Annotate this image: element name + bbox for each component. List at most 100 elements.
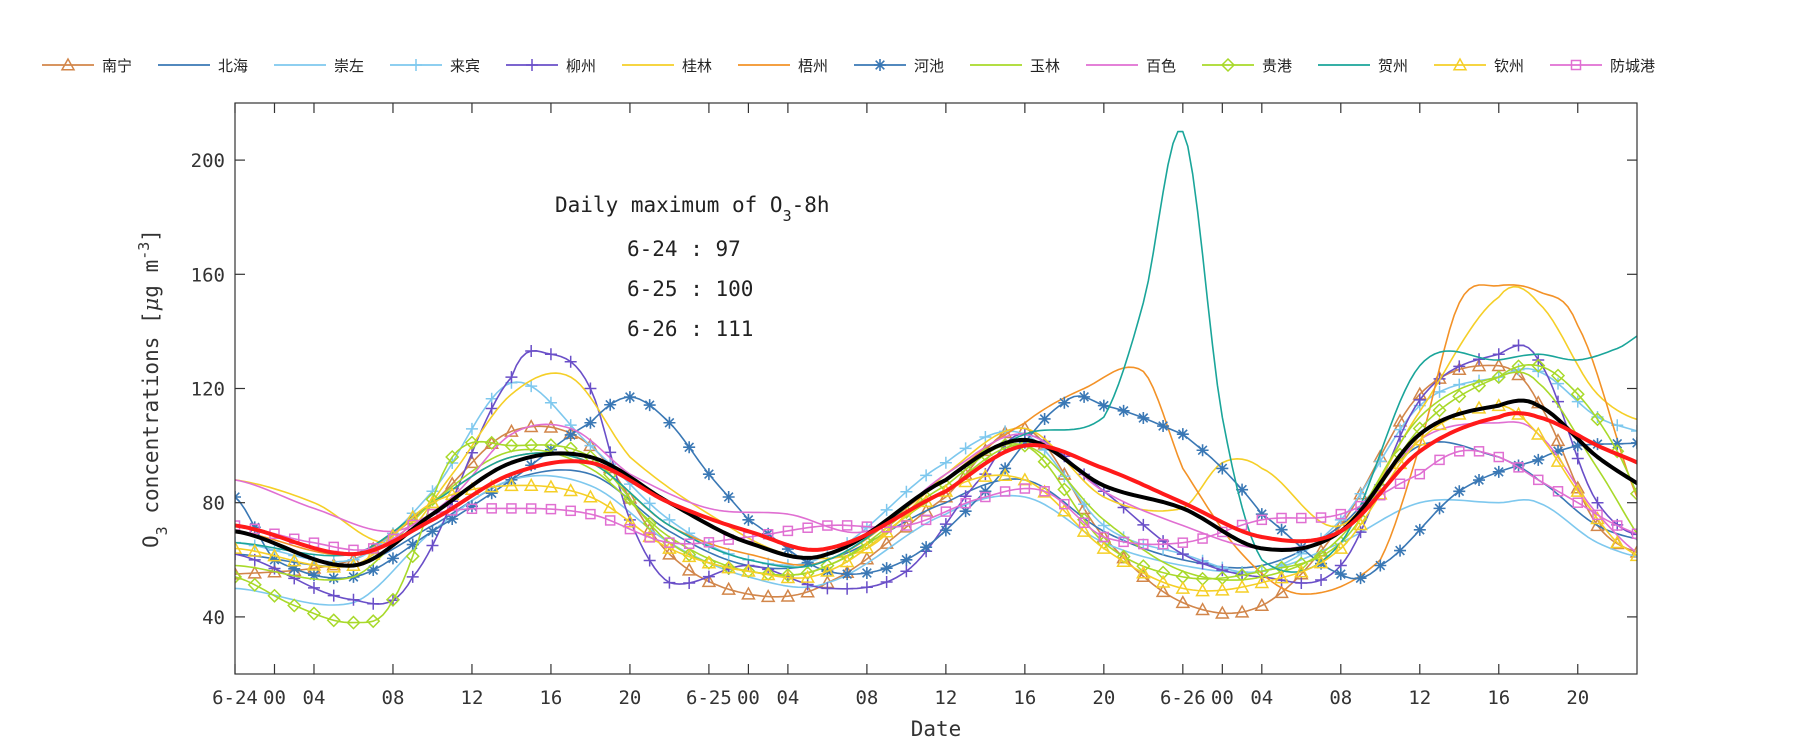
data-point bbox=[1492, 465, 1505, 478]
legend-item: 玉林 bbox=[968, 52, 1060, 78]
data-point bbox=[900, 565, 913, 578]
data-point bbox=[1609, 535, 1625, 549]
data-point bbox=[544, 396, 557, 409]
x-tick-label: 20 bbox=[1092, 687, 1115, 709]
data-point bbox=[800, 569, 815, 583]
legend-marker bbox=[410, 59, 422, 71]
data-point bbox=[1629, 544, 1637, 558]
x-tick-label: 6-25 bbox=[686, 687, 732, 709]
series-mean-14 bbox=[235, 398, 1637, 568]
data-point bbox=[1710, 392, 1722, 404]
data-point bbox=[1550, 453, 1566, 467]
data-point bbox=[1453, 485, 1466, 498]
data-point bbox=[741, 563, 756, 577]
data-point bbox=[1749, 548, 1761, 559]
data-point bbox=[1511, 367, 1526, 381]
data-point bbox=[1454, 446, 1465, 457]
data-point bbox=[1255, 508, 1268, 521]
data-point bbox=[1096, 540, 1112, 554]
data-point bbox=[1097, 399, 1110, 412]
data-point bbox=[800, 565, 815, 581]
legend-label: 梧州 bbox=[798, 56, 829, 75]
data-point bbox=[1670, 418, 1682, 430]
data-point bbox=[860, 567, 873, 580]
data-point bbox=[1254, 597, 1270, 612]
legend-swatch bbox=[1086, 64, 1138, 66]
data-point bbox=[445, 449, 460, 465]
data-point bbox=[879, 535, 894, 549]
data-point bbox=[1175, 580, 1191, 594]
data-point bbox=[959, 442, 972, 455]
data-point bbox=[681, 562, 697, 576]
data-point bbox=[406, 570, 419, 583]
data-point bbox=[643, 399, 656, 412]
series-line bbox=[235, 398, 1637, 568]
data-point bbox=[523, 477, 539, 492]
data-point bbox=[701, 555, 716, 570]
legend-item: 梧州 bbox=[736, 52, 828, 78]
data-point bbox=[980, 491, 991, 503]
data-point bbox=[1670, 546, 1682, 558]
data-point bbox=[347, 593, 360, 606]
data-point bbox=[247, 577, 262, 592]
data-point bbox=[1690, 402, 1702, 414]
series-玉林 bbox=[235, 371, 1637, 581]
data-point bbox=[1730, 580, 1742, 591]
data-point bbox=[663, 513, 676, 526]
data-point bbox=[1789, 525, 1800, 537]
x-tick-label: 00 bbox=[737, 687, 760, 709]
legend-swatch bbox=[854, 59, 906, 71]
x-tick-label: 04 bbox=[303, 687, 326, 709]
data-point bbox=[1513, 462, 1524, 473]
data-point bbox=[1789, 571, 1800, 583]
data-point bbox=[563, 483, 578, 497]
data-point bbox=[425, 495, 440, 509]
legend-swatch bbox=[1550, 59, 1602, 71]
data-point bbox=[1177, 537, 1189, 548]
x-tick-label: 16 bbox=[1013, 687, 1036, 709]
data-point bbox=[1730, 417, 1742, 429]
data-point bbox=[880, 562, 893, 575]
data-point bbox=[1731, 520, 1740, 529]
data-point bbox=[702, 570, 715, 583]
data-point bbox=[235, 548, 241, 561]
data-point bbox=[760, 567, 776, 581]
annotation-line: 6-26 : 111 bbox=[627, 317, 753, 341]
data-point bbox=[1571, 452, 1584, 465]
data-point bbox=[1452, 361, 1467, 375]
data-point bbox=[346, 615, 361, 630]
data-point bbox=[1552, 486, 1564, 497]
data-point bbox=[1749, 432, 1761, 444]
data-point bbox=[525, 503, 537, 514]
data-point bbox=[1414, 468, 1426, 480]
legend-swatch bbox=[390, 59, 442, 71]
data-point bbox=[1157, 420, 1170, 433]
series-line bbox=[235, 367, 1637, 574]
data-point bbox=[1652, 532, 1661, 541]
data-point bbox=[1453, 360, 1466, 373]
data-point bbox=[327, 572, 340, 585]
data-point bbox=[940, 506, 952, 517]
data-point bbox=[1354, 526, 1367, 539]
data-point bbox=[1730, 587, 1742, 599]
legend-swatch bbox=[506, 59, 558, 71]
legend-marker bbox=[60, 57, 76, 71]
data-point bbox=[1690, 453, 1702, 465]
data-point bbox=[1730, 394, 1742, 406]
data-point bbox=[604, 398, 617, 411]
data-point bbox=[1591, 496, 1604, 509]
data-point bbox=[1531, 358, 1546, 373]
annotation-title: Daily maximum of O3-8h bbox=[555, 193, 830, 225]
data-point bbox=[780, 588, 796, 602]
y-tick-label: 160 bbox=[191, 264, 225, 286]
data-point bbox=[939, 524, 952, 537]
data-point bbox=[683, 538, 695, 550]
data-point bbox=[1690, 440, 1702, 452]
data-point bbox=[1552, 445, 1565, 458]
data-point bbox=[1433, 502, 1446, 515]
data-point bbox=[406, 538, 419, 551]
data-point bbox=[1176, 548, 1189, 561]
data-point bbox=[1631, 528, 1637, 539]
data-point bbox=[1057, 482, 1072, 497]
